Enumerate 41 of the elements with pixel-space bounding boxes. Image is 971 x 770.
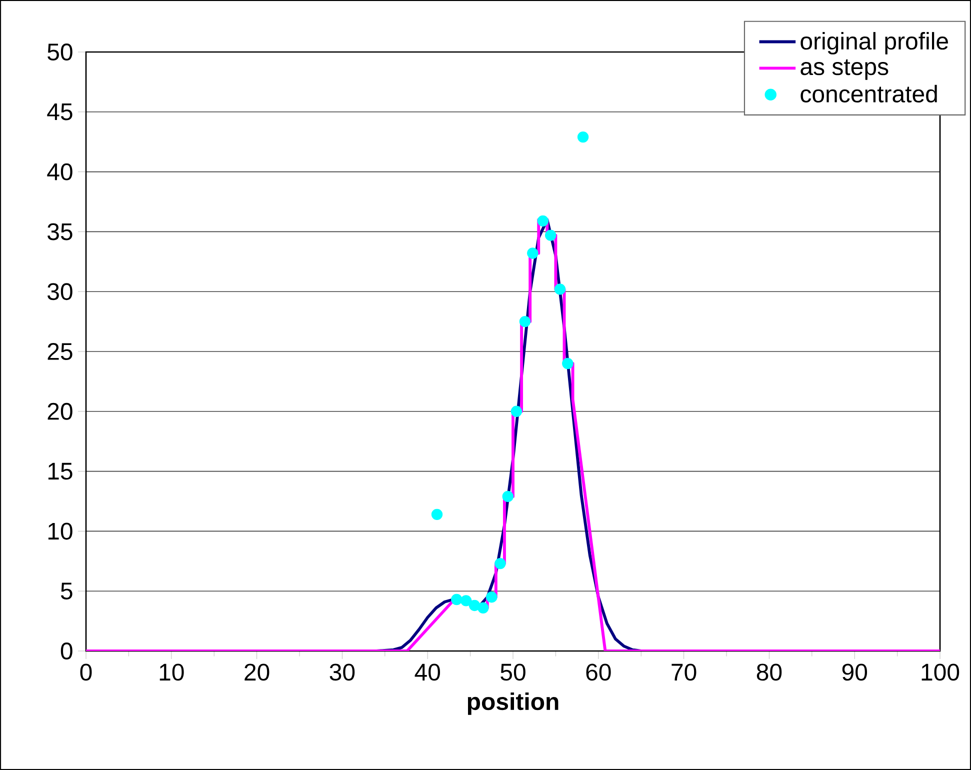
point (486, 591, 498, 603)
legend-label: concentrated (800, 84, 937, 103)
x-tick-label: 30 (330, 664, 355, 681)
x-axis-title: position (468, 692, 558, 715)
point (577, 131, 589, 143)
point (562, 358, 574, 370)
point (431, 508, 443, 520)
y-tick-label: 0 (60, 642, 72, 660)
y-tick-label: 10 (48, 522, 72, 540)
y-tick-label: 20 (48, 402, 72, 420)
point (460, 595, 472, 606)
point (519, 316, 531, 328)
x-tick-label: 40 (414, 664, 440, 681)
x-tick-label: 100 (922, 664, 960, 681)
y-tick-label: 40 (47, 163, 72, 180)
x-tick-label: 60 (586, 664, 611, 681)
y-tick-label: 15 (48, 462, 72, 480)
x-tick-label: 70 (672, 664, 696, 681)
x-tick-label: 80 (756, 664, 782, 681)
y-tick-label: 5 (60, 582, 72, 600)
point (451, 594, 462, 606)
point (478, 602, 489, 614)
y-tick-label: 45 (47, 104, 72, 120)
x-tick-label: 10 (160, 664, 184, 681)
point (527, 248, 538, 259)
y-tick-label: 30 (48, 283, 72, 300)
point (510, 406, 522, 417)
point (554, 284, 566, 295)
y-tick-label: 50 (48, 44, 72, 60)
point (502, 490, 514, 502)
x-tick-label: 50 (500, 664, 526, 681)
x-tick-label: 0 (80, 664, 92, 681)
legend-label: as steps (800, 59, 888, 80)
point (544, 230, 556, 241)
legend-label: original profile (800, 32, 948, 54)
x-tick-label: 20 (244, 664, 270, 681)
point (494, 558, 506, 570)
point (537, 215, 548, 227)
y-tick-label: 35 (48, 223, 72, 240)
y-tick-label: 25 (48, 343, 72, 360)
x-tick-label: 90 (842, 664, 868, 681)
